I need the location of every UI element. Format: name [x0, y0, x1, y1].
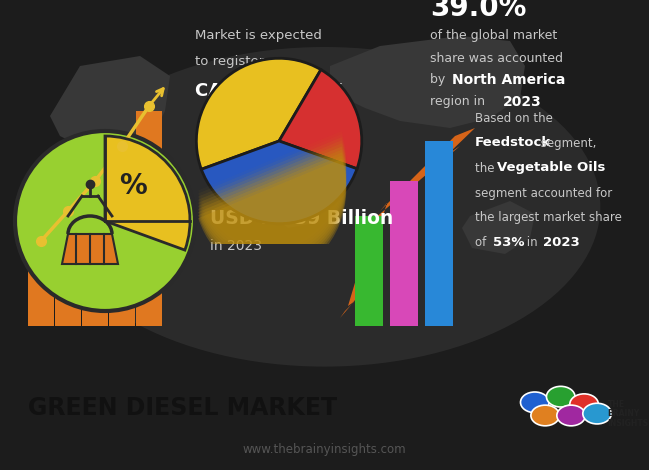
Polygon shape	[50, 56, 170, 156]
Circle shape	[583, 403, 611, 424]
Wedge shape	[279, 70, 361, 169]
Text: valued at: valued at	[210, 179, 275, 193]
Text: Vegetable Oils: Vegetable Oils	[497, 162, 606, 174]
Ellipse shape	[49, 47, 600, 367]
Text: in: in	[523, 236, 541, 250]
FancyBboxPatch shape	[109, 151, 135, 326]
Text: 2023: 2023	[503, 95, 542, 109]
Text: %: %	[119, 172, 147, 200]
Text: of the global market: of the global market	[430, 30, 557, 42]
Text: Market is expected: Market is expected	[195, 30, 322, 42]
Circle shape	[15, 131, 195, 311]
Text: region in: region in	[430, 95, 489, 109]
Text: BRAINY: BRAINY	[607, 409, 640, 418]
Circle shape	[557, 405, 585, 426]
Text: the largest market share: the largest market share	[475, 212, 622, 225]
Text: segment accounted for: segment accounted for	[475, 187, 612, 199]
Wedge shape	[105, 136, 190, 250]
Text: 2023: 2023	[543, 236, 580, 250]
Polygon shape	[270, 66, 325, 111]
Text: in 2023: in 2023	[210, 239, 262, 253]
FancyBboxPatch shape	[425, 141, 453, 326]
Text: CAGR of 11.3%: CAGR of 11.3%	[195, 82, 346, 100]
Text: INSIGHTS: INSIGHTS	[607, 418, 648, 428]
Polygon shape	[340, 128, 475, 318]
Wedge shape	[198, 137, 347, 254]
Text: www.thebrainyinsights.com: www.thebrainyinsights.com	[242, 444, 406, 456]
FancyBboxPatch shape	[355, 216, 383, 326]
Text: USD 35.39 Billion: USD 35.39 Billion	[210, 209, 393, 227]
Polygon shape	[462, 201, 535, 254]
Text: 39.0%: 39.0%	[430, 0, 526, 22]
Text: 53%: 53%	[493, 236, 524, 250]
Circle shape	[546, 386, 575, 407]
Wedge shape	[198, 153, 347, 269]
Wedge shape	[198, 140, 347, 257]
Text: Feedstock: Feedstock	[475, 136, 551, 149]
Circle shape	[531, 405, 559, 426]
Text: The market was: The market was	[210, 154, 321, 168]
Text: to register a: to register a	[195, 55, 276, 68]
Wedge shape	[198, 149, 347, 266]
Text: North America: North America	[452, 73, 565, 87]
Wedge shape	[198, 143, 347, 260]
Wedge shape	[198, 156, 347, 272]
FancyBboxPatch shape	[55, 216, 81, 326]
Wedge shape	[201, 141, 357, 224]
Text: GREEN DIESEL MARKET: GREEN DIESEL MARKET	[28, 396, 337, 420]
Wedge shape	[198, 159, 347, 275]
FancyBboxPatch shape	[136, 111, 162, 326]
Text: Based on the: Based on the	[475, 111, 553, 125]
Text: the: the	[475, 162, 498, 174]
Circle shape	[570, 394, 598, 415]
FancyBboxPatch shape	[82, 186, 108, 326]
FancyBboxPatch shape	[28, 246, 54, 326]
Wedge shape	[198, 134, 347, 251]
Wedge shape	[198, 147, 347, 263]
Polygon shape	[330, 36, 525, 128]
Circle shape	[520, 392, 549, 413]
Text: share was accounted: share was accounted	[430, 52, 563, 64]
Polygon shape	[105, 176, 155, 256]
Text: of: of	[475, 236, 490, 250]
FancyBboxPatch shape	[390, 181, 418, 326]
Text: by: by	[430, 73, 449, 86]
Text: THE: THE	[607, 400, 624, 409]
Wedge shape	[197, 58, 321, 169]
Text: segment,: segment,	[537, 136, 596, 149]
Polygon shape	[260, 114, 330, 228]
Polygon shape	[62, 234, 118, 264]
